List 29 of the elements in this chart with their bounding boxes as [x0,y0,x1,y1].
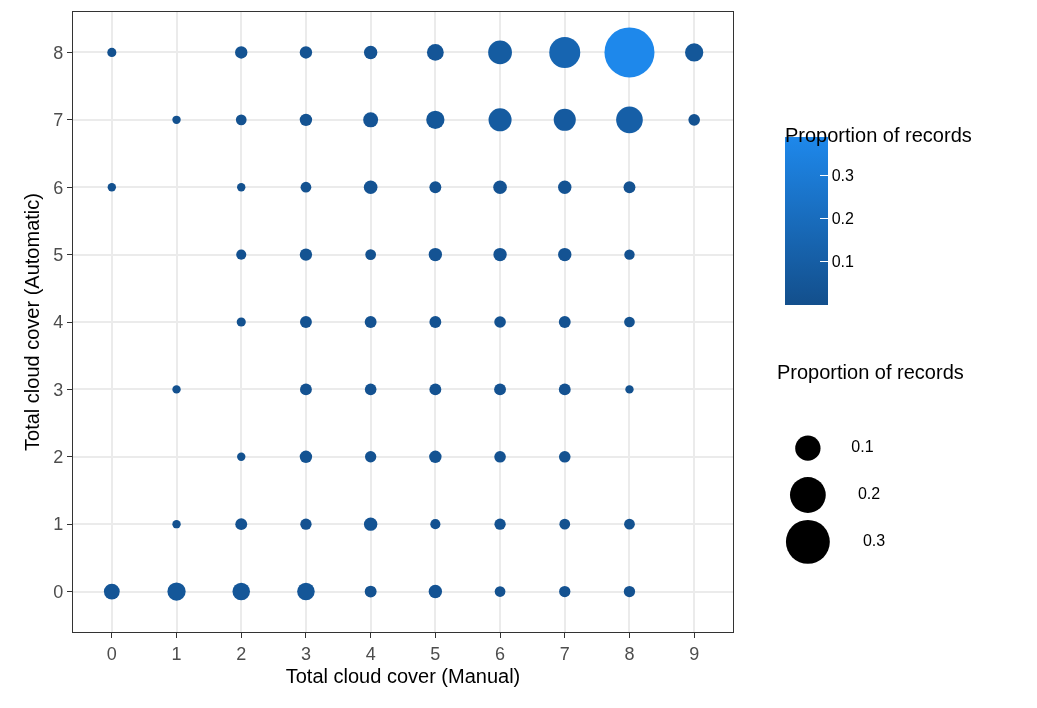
x-tick-label: 8 [624,643,635,664]
color-bar-title: Proportion of records [785,124,972,146]
x-tick-label: 2 [236,643,247,664]
legend-label: 0.2 [831,485,881,502]
y-tick-label: 6 [53,177,64,198]
x-tick-label: 1 [171,643,182,664]
y-tick-label: 0 [53,581,64,602]
y-tick-label: 4 [53,312,64,333]
y-tick-label: 7 [53,110,64,131]
color-bar-label: 0.1 [831,253,855,271]
y-tick-label: 2 [53,447,64,468]
legend-title: Proportion of records [777,361,964,383]
y-tick-label: 1 [53,514,64,535]
x-tick-label: 9 [689,643,700,664]
x-tick-label: 5 [430,643,441,664]
x-axis-title: Total cloud cover (Manual) [285,665,521,688]
x-tick-label: 3 [300,643,311,664]
y-tick-label: 8 [53,42,64,63]
y-tick-label: 5 [53,244,64,265]
y-tick-label: 3 [53,379,64,400]
y-axis-title: Total cloud cover (Automatic) [20,193,43,451]
x-tick-label: 4 [365,643,376,664]
x-tick-label: 7 [559,643,570,664]
x-tick-label: 0 [106,643,117,664]
x-tick-label: 6 [495,643,506,664]
color-bar-label: 0.3 [831,167,855,185]
legend-label: 0.3 [836,531,886,549]
color-bar-label: 0.2 [831,210,855,228]
legend-label: 0.1 [824,438,874,456]
